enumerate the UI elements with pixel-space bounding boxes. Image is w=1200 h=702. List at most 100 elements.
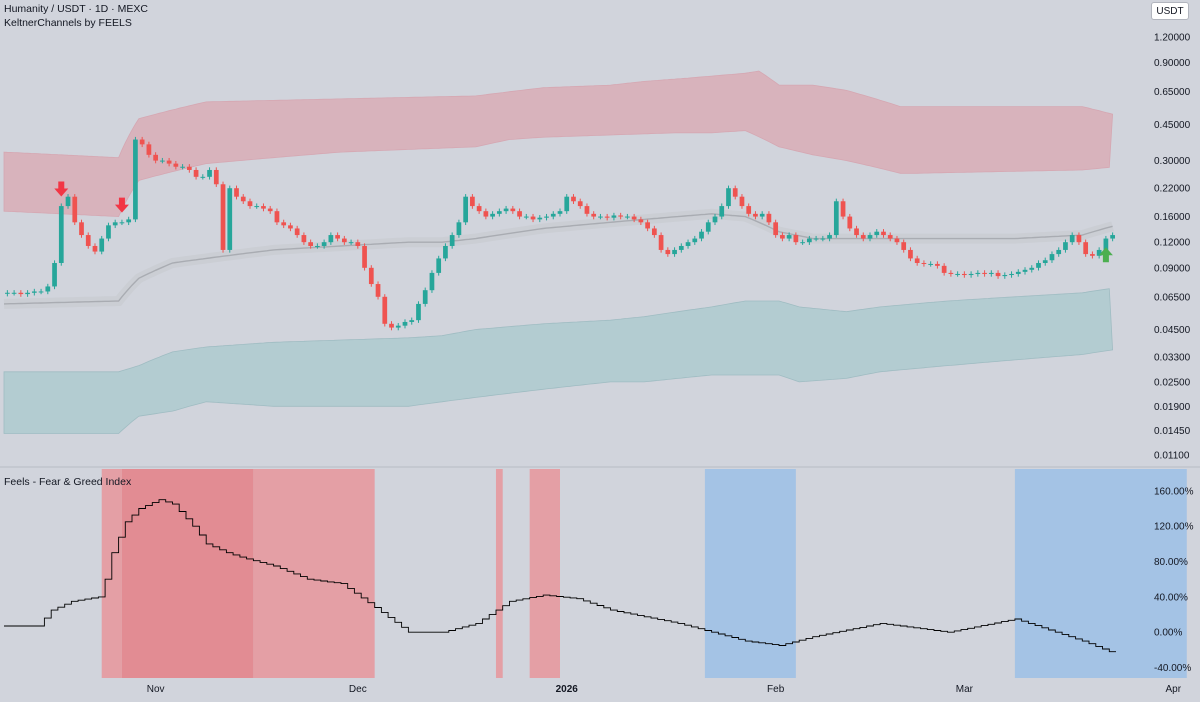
candle [490,211,495,220]
candle [914,255,920,266]
candle [348,239,354,245]
candle [631,213,637,223]
candle-body [308,242,314,246]
candle [449,232,455,249]
candle [1002,272,1008,279]
candle-body [402,321,408,326]
candle [699,229,704,242]
candle [1049,251,1055,263]
candle-body [281,222,287,226]
candle [395,323,401,331]
candle-body [901,242,907,250]
candle-body [234,188,239,197]
candle [860,232,866,242]
candle-body [483,211,489,217]
candle-body [719,206,725,217]
candle-body [517,211,522,217]
candle-body [443,245,448,259]
candle-body [52,262,57,287]
candle [38,288,44,295]
buy-signal-arrow [1098,247,1113,263]
candle [827,232,832,242]
middle-line [3,213,1113,305]
candle-body [1036,262,1041,268]
candle [746,203,752,217]
candle-body [638,219,644,223]
candle [463,194,469,226]
candle [672,247,677,257]
candle-body [550,213,556,217]
candle [564,194,570,214]
oscillator-title: Feels - Fear & Greed Index [4,476,132,488]
candle [335,232,340,242]
candle [854,225,859,238]
price-axis-label: 0.01900 [1154,402,1191,413]
candle [5,290,10,297]
candle [739,194,745,209]
candle [962,271,967,278]
candle [719,203,725,220]
price-axis-label: 0.02500 [1154,377,1191,388]
candle [328,232,334,245]
candle-body [1090,254,1095,256]
price-axis-label: 0.22000 [1154,184,1191,195]
price-axis-label: 0.65000 [1154,87,1191,98]
candle [651,225,657,238]
price-axis-label: 0.45000 [1154,120,1191,131]
sell-signal-arrow [114,197,129,213]
currency-badge[interactable]: USDT [1151,2,1189,20]
candle [1076,232,1082,245]
candle [92,243,98,255]
candle [638,216,644,226]
candle-body [510,208,516,212]
candle-body [38,291,44,293]
candle-body [294,228,300,236]
candle-body [840,201,846,217]
candle [1009,271,1014,278]
candle-body [1015,271,1021,274]
candle-body [874,231,880,236]
time-axis-label: 2026 [556,684,579,695]
candle [732,185,738,200]
candle-body [133,139,138,220]
candle [1056,247,1062,257]
candle-body [382,296,388,324]
price-axis-label: 1.20000 [1154,33,1191,44]
candle-body [544,216,549,218]
candle-body [793,235,799,243]
candle [908,247,913,262]
candle-body [584,206,590,214]
candle [658,232,664,253]
candle [382,294,388,327]
candle-body [45,286,51,292]
candle [894,235,900,245]
candle-body [395,325,401,328]
time-axis-label: Feb [767,684,785,695]
candle-body [92,245,98,252]
candle-body [389,323,394,328]
candle-body [975,272,981,274]
candle [58,203,64,266]
candle-body [470,196,475,207]
candle-body [941,265,947,273]
candle [470,194,475,209]
candle-body [362,245,367,268]
candle-body [645,222,650,229]
candle-body [678,245,684,250]
candle [476,203,482,214]
candles [5,136,1115,331]
price-axis-label: 0.09000 [1154,263,1191,274]
candle-body [732,188,738,197]
candle-body [375,284,381,297]
candle [274,208,280,226]
candle-body [341,238,347,243]
candle-body [288,225,293,229]
candle [45,283,51,295]
candle [1063,239,1068,253]
candle [759,211,765,220]
candle-body [908,249,913,259]
candle-body [99,238,105,252]
candle-body [773,222,779,236]
